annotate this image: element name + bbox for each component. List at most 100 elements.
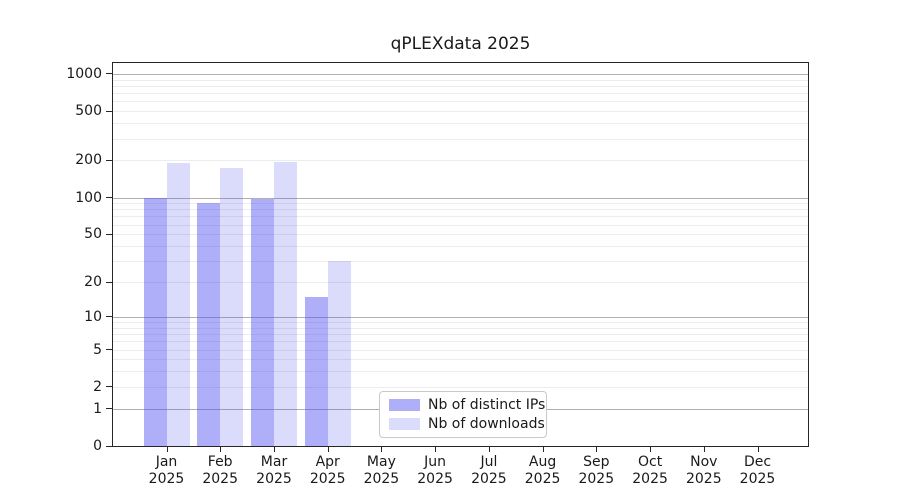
x-tick-month: Jul (480, 454, 498, 470)
x-tick-label: May 2025 (345, 454, 417, 488)
x-tick-year: 2025 (471, 471, 507, 487)
minor-gridline (113, 85, 808, 87)
minor-gridline (113, 203, 808, 205)
x-tick-mark (166, 447, 168, 452)
bar-jan-s1 (166, 163, 190, 446)
x-tick-year: 2025 (417, 471, 453, 487)
x-tick-mark (703, 447, 705, 452)
x-tick-mark (327, 447, 329, 452)
x-tick-year: 2025 (739, 471, 776, 487)
bar-apr-s1 (327, 261, 351, 446)
x-tick-month: Mar (260, 454, 288, 470)
minor-gridline (113, 334, 808, 335)
y-tick-label: 50 (84, 226, 102, 243)
x-tick-label: Sep 2025 (560, 454, 632, 488)
legend-item-distinct-ips: Nb of distinct IPs (389, 397, 545, 413)
minor-gridline (113, 160, 808, 162)
legend-swatch-downloads (389, 417, 420, 430)
x-tick-month: Oct (637, 454, 663, 470)
plot-area (112, 62, 809, 447)
x-tick-label: Oct 2025 (614, 454, 686, 488)
y-tick-mark (106, 349, 112, 350)
x-tick-mark (435, 447, 437, 452)
minor-gridline (113, 322, 808, 323)
y-tick-mark (106, 197, 112, 198)
x-tick-label: Jan 2025 (131, 454, 203, 488)
minor-gridline (113, 327, 808, 329)
x-tick-month: Feb (207, 454, 233, 470)
x-tick-year: 2025 (309, 471, 346, 487)
x-tick-year: 2025 (578, 471, 615, 487)
minor-gridline (113, 349, 808, 351)
x-tick-label: Jul 2025 (453, 454, 525, 488)
x-tick-label: Nov 2025 (668, 454, 740, 488)
y-tick-label: 1 (93, 400, 102, 417)
legend-label-distinct-ips: Nb of distinct IPs (428, 397, 546, 414)
major-gridline (113, 316, 808, 318)
minor-gridline (113, 138, 808, 140)
minor-gridline (113, 224, 808, 226)
legend: Nb of distinct IPs Nb of downloads (379, 391, 547, 438)
x-tick-mark (220, 447, 222, 452)
x-tick-year: 2025 (202, 471, 238, 487)
y-tick-mark (106, 233, 112, 235)
minor-gridline (113, 282, 808, 283)
y-tick-mark (106, 110, 112, 112)
minor-gridline (113, 111, 808, 113)
x-tick-label: Jun 2025 (399, 454, 471, 488)
y-tick-label: 100 (75, 189, 102, 206)
minor-gridline (113, 359, 808, 361)
minor-gridline (113, 371, 808, 373)
minor-gridline (113, 209, 808, 211)
bar-mar-s0 (251, 199, 274, 446)
y-tick-label: 2 (93, 378, 102, 395)
x-tick-year: 2025 (524, 471, 561, 487)
x-tick-month: May (366, 454, 396, 470)
x-tick-year: 2025 (685, 471, 722, 487)
minor-gridline (113, 261, 808, 263)
x-tick-mark (596, 447, 598, 452)
x-tick-label: Feb 2025 (184, 454, 256, 488)
y-tick-label: 20 (84, 274, 102, 290)
y-tick-label: 10 (84, 308, 102, 325)
y-tick-mark (106, 281, 112, 283)
x-tick-month: Nov (690, 454, 718, 470)
x-tick-month: Apr (315, 454, 340, 470)
minor-gridline (113, 216, 808, 218)
bar-apr-s0 (304, 296, 328, 446)
x-tick-year: 2025 (256, 471, 292, 487)
x-tick-label: Dec 2025 (722, 454, 794, 488)
y-tick-label: 0 (93, 438, 102, 454)
minor-gridline (113, 386, 808, 388)
y-tick-mark (106, 316, 112, 318)
x-tick-mark (381, 447, 383, 452)
chart-title: qPLEXdata 2025 (390, 34, 531, 54)
y-tick-label: 200 (75, 152, 102, 169)
x-tick-month: Dec (743, 454, 772, 470)
x-tick-label: Apr 2025 (292, 454, 364, 488)
x-tick-month: Jun (424, 454, 447, 470)
x-tick-mark (650, 447, 652, 452)
minor-gridline (113, 341, 808, 343)
x-tick-mark (488, 447, 490, 452)
x-tick-year: 2025 (363, 471, 400, 487)
legend-swatch-distinct-ips (389, 399, 420, 412)
y-tick-label: 1000 (66, 65, 102, 82)
bar-feb-s0 (197, 203, 221, 446)
legend-item-downloads: Nb of downloads (389, 416, 545, 432)
minor-gridline (113, 93, 808, 95)
y-tick-mark (106, 408, 112, 410)
major-gridline (113, 73, 808, 75)
y-tick-mark (106, 73, 112, 75)
x-tick-mark (757, 447, 759, 452)
bar-jan-s0 (143, 197, 167, 446)
x-tick-year: 2025 (632, 471, 668, 487)
y-tick-label: 500 (75, 103, 102, 120)
x-tick-label: Aug 2025 (507, 454, 579, 488)
minor-gridline (113, 79, 808, 81)
y-tick-label: 5 (93, 341, 102, 358)
y-tick-mark (106, 445, 112, 447)
y-tick-mark (106, 386, 112, 388)
x-tick-year: 2025 (148, 471, 185, 487)
